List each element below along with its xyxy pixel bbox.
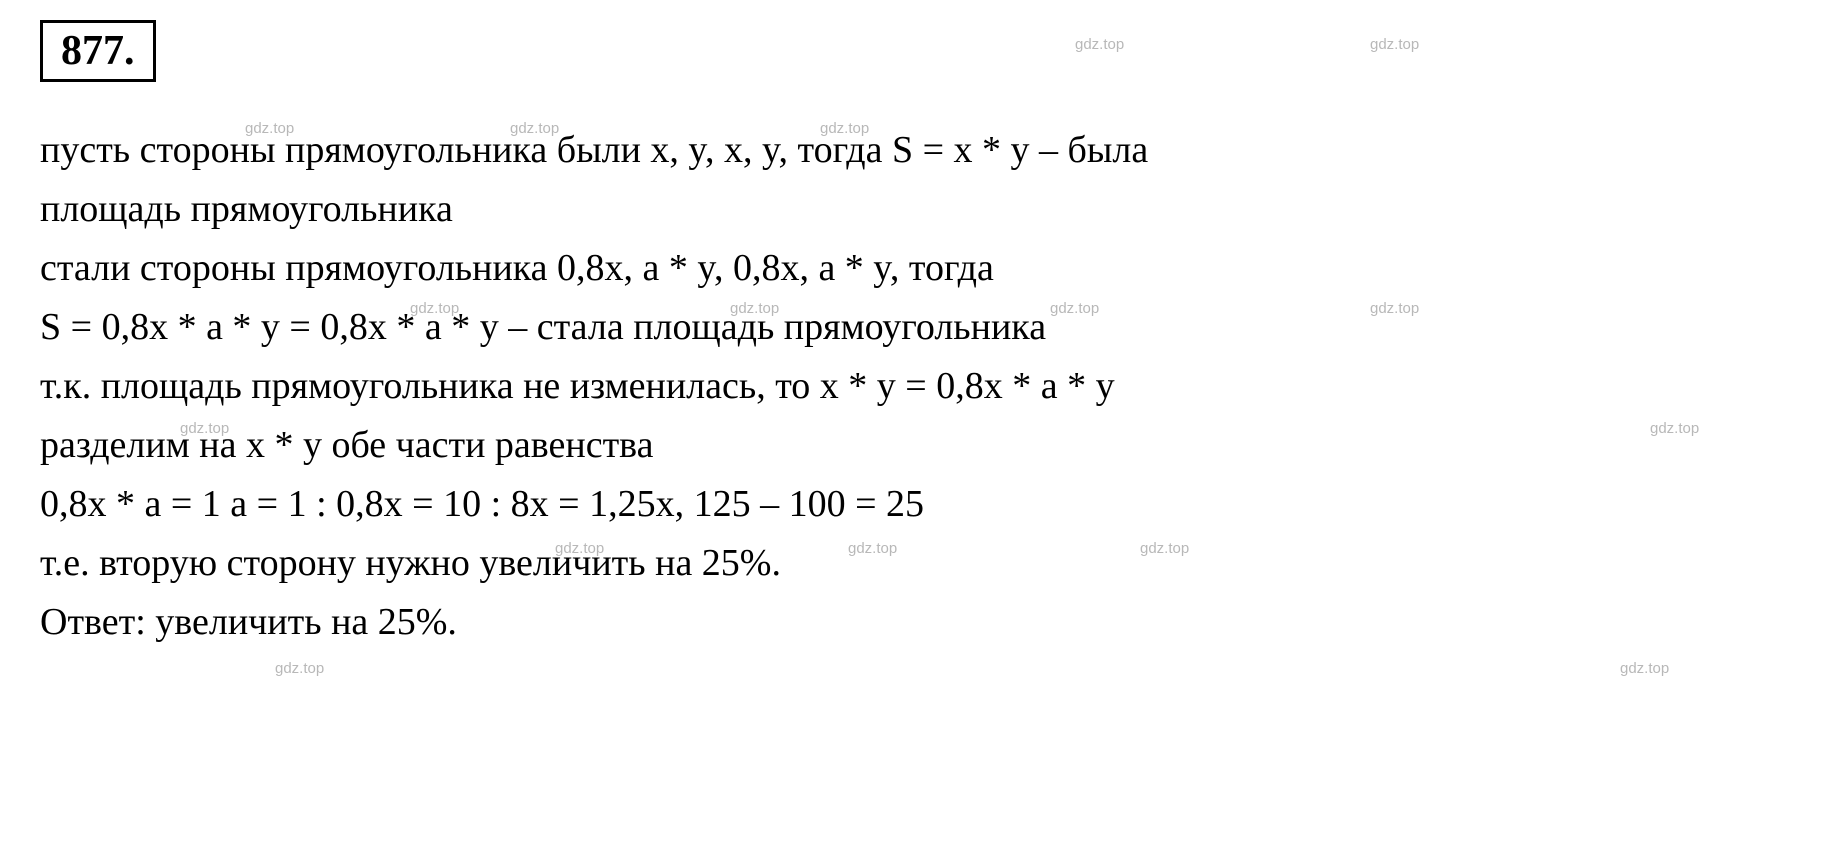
solution-line-4: S = 0,8x * a * y = 0,8x * a * y – стала … xyxy=(40,299,1791,356)
solution-line-7: 0,8x * a = 1 a = 1 : 0,8x = 10 : 8x = 1,… xyxy=(40,476,1791,533)
solution-content: пусть стороны прямоугольника были x, y, … xyxy=(40,122,1791,651)
watermark-text: gdz.top xyxy=(1075,36,1124,53)
solution-line-2: площадь прямоугольника xyxy=(40,181,1791,238)
solution-line-6: разделим на x * y обе части равенства xyxy=(40,417,1791,474)
solution-line-1: пусть стороны прямоугольника были x, y, … xyxy=(40,122,1791,179)
problem-number-text: 877. xyxy=(61,28,135,74)
watermark-text: gdz.top xyxy=(1620,660,1669,677)
solution-line-9: Ответ: увеличить на 25%. xyxy=(40,594,1791,651)
watermark-text: gdz.top xyxy=(275,660,324,677)
solution-line-5: т.к. площадь прямоугольника не изменилас… xyxy=(40,358,1791,415)
solution-line-3: стали стороны прямоугольника 0,8x, a * y… xyxy=(40,240,1791,297)
problem-number-box: 877. xyxy=(40,20,156,82)
watermark-text: gdz.top xyxy=(1370,36,1419,53)
solution-line-8: т.е. вторую сторону нужно увеличить на 2… xyxy=(40,535,1791,592)
